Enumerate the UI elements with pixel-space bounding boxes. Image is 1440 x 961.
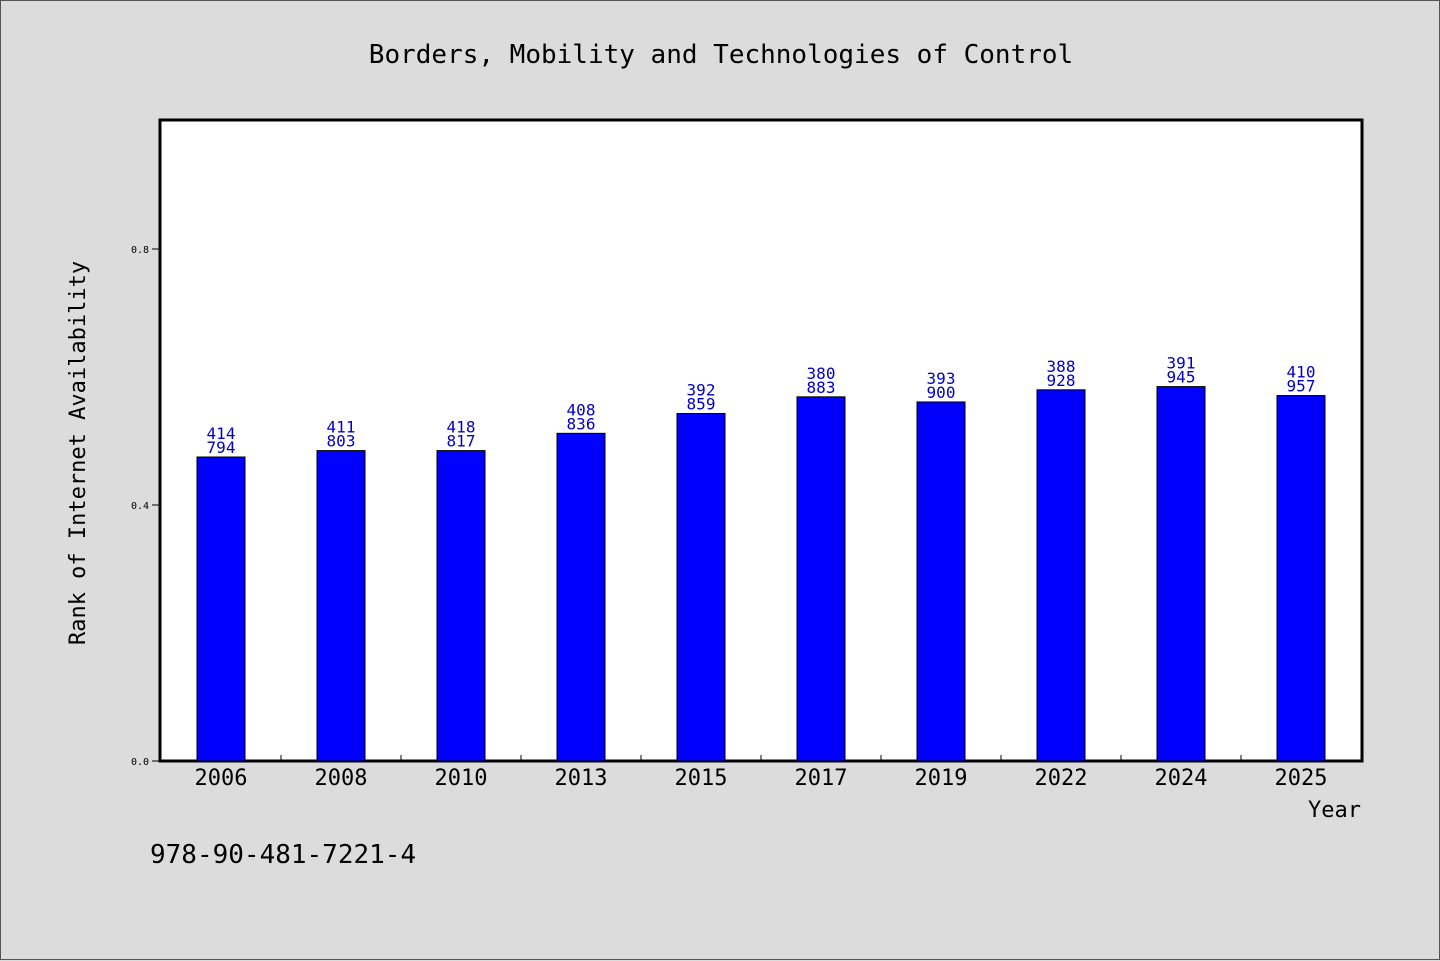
bar [1276, 395, 1326, 762]
bar-label-bottom: 945 [1167, 368, 1196, 387]
y-axis: 0.0 0.4 0.8 [131, 245, 161, 768]
bar-label-bottom: 836 [567, 414, 596, 433]
x-tick-label: 2008 [315, 766, 368, 791]
y-tick-label: 0.8 [131, 245, 149, 256]
x-tick-label: 2022 [1035, 766, 1088, 791]
bar-label-bottom: 883 [807, 378, 836, 397]
bar-label-top: 410 [1287, 363, 1316, 382]
bar [1036, 389, 1086, 762]
y-axis-label: Rank of Internet Availability [66, 261, 91, 645]
bar-label-top: 414 [207, 424, 236, 443]
bar [916, 401, 966, 762]
bar-label-bottom: 859 [687, 394, 716, 413]
x-axis: 2006 2008 2010 2013 2015 2017 2019 2022 2024 2025 [195, 755, 1328, 791]
bar-series [196, 386, 1326, 762]
bar-label-top: 393 [927, 369, 956, 388]
bar-label-top: 392 [687, 380, 716, 399]
x-tick-label: 2019 [915, 766, 968, 791]
y-tick-label: 0.4 [131, 501, 149, 512]
bar-label-top: 388 [1047, 357, 1076, 376]
bar-label-bottom: 803 [327, 432, 356, 451]
bar-label-bottom: 900 [927, 383, 956, 402]
bar-label-top: 411 [327, 418, 356, 437]
bar-label-bottom: 957 [1287, 377, 1316, 396]
x-tick-label: 2025 [1275, 766, 1328, 791]
x-tick-label: 2015 [675, 766, 728, 791]
x-tick-label: 2013 [555, 766, 608, 791]
x-tick-label: 2010 [435, 766, 488, 791]
bar [316, 450, 366, 762]
x-axis-label: Year [1308, 798, 1361, 823]
x-tick-label: 2006 [195, 766, 248, 791]
bar-label-bottom: 794 [207, 438, 236, 457]
bar-label-top: 408 [567, 400, 596, 419]
y-tick-label: 0.0 [131, 757, 149, 768]
bar-label-bottom: 817 [447, 432, 476, 451]
bar-label-top: 391 [1167, 354, 1196, 373]
bar-label-top: 418 [447, 418, 476, 437]
bar [796, 396, 846, 762]
bar-label-bottom: 928 [1047, 371, 1076, 390]
x-tick-label: 2017 [795, 766, 848, 791]
bar [676, 412, 726, 762]
bar [556, 432, 606, 762]
chart-title: Borders, Mobility and Technologies of Co… [369, 40, 1073, 70]
bar-label-top: 380 [807, 364, 836, 383]
bar [196, 456, 246, 762]
x-tick-label: 2024 [1155, 766, 1208, 791]
isbn-text: 978-90-481-7221-4 [150, 840, 416, 870]
bar [436, 450, 486, 762]
bar [1156, 386, 1206, 762]
